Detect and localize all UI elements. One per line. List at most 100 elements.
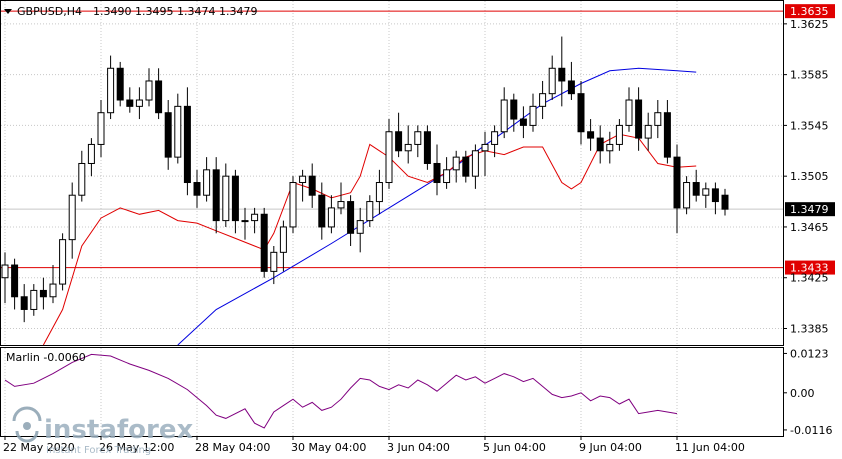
candle — [78, 150, 86, 202]
candle — [635, 87, 643, 151]
watermark-logo: instaforex Instant Forex Trading — [12, 406, 194, 456]
candle — [289, 176, 297, 234]
candle — [433, 144, 441, 196]
x-tick-label: 22 May 2020 — [3, 441, 75, 454]
y-tick-label: 1.3425 — [790, 272, 829, 285]
current-price-label: 1.3479 — [790, 203, 829, 216]
ohlc-readout: 1.3490 1.3495 1.3474 1.3479 — [93, 5, 257, 18]
candle — [59, 233, 67, 291]
candle-body — [87, 143, 95, 164]
candle — [318, 182, 326, 240]
candle-body — [721, 194, 729, 210]
candle — [308, 163, 316, 208]
osc-tick-label: 0.0123 — [790, 347, 829, 360]
candle-body — [673, 156, 681, 209]
candle — [279, 220, 287, 272]
candle-body — [222, 175, 230, 222]
y-tick-label: 1.3505 — [790, 170, 829, 183]
candle — [404, 125, 412, 164]
y-tick-label: 1.3465 — [790, 221, 829, 234]
candle-body — [116, 67, 124, 101]
candle — [423, 125, 431, 170]
candle — [615, 119, 623, 151]
candle — [126, 87, 134, 113]
candle — [673, 144, 681, 234]
candle-body — [318, 194, 326, 228]
candle-body — [289, 182, 297, 228]
candle-body — [539, 93, 547, 107]
candle-body — [356, 220, 364, 234]
candle — [491, 125, 499, 158]
candle — [471, 144, 479, 189]
candle — [39, 277, 47, 310]
candle-body — [615, 124, 623, 145]
candle — [577, 80, 585, 145]
candle — [596, 125, 604, 164]
candle — [327, 195, 335, 234]
candle-body — [558, 67, 566, 82]
candle — [711, 182, 719, 215]
candle-body — [500, 99, 508, 133]
candle-body — [279, 226, 287, 253]
candle-body — [299, 175, 307, 184]
candle-body — [308, 175, 316, 196]
candle-body — [596, 137, 604, 152]
logo-mark-icon — [12, 406, 42, 443]
candle-body — [577, 93, 585, 133]
candle-body — [683, 182, 691, 209]
y-tick-label: 1.3585 — [790, 69, 829, 82]
candle — [519, 106, 527, 139]
candle-body — [183, 105, 191, 184]
candle-body — [193, 182, 201, 196]
price-axis: 1.3625 1.3585 1.3545 1.3505 1.3465 1.3425 1.33… — [783, 18, 829, 335]
candle — [87, 138, 95, 177]
candle — [222, 163, 230, 227]
candle-body — [164, 112, 172, 158]
x-tick-label: 3 Jun 04:00 — [387, 441, 450, 454]
candle — [212, 157, 220, 234]
candle-body — [519, 118, 527, 126]
candle-body — [587, 131, 595, 139]
candle-body — [471, 150, 479, 177]
candle-body — [644, 124, 652, 139]
candle — [97, 100, 105, 158]
candle — [135, 87, 143, 120]
candle-body — [395, 131, 403, 152]
candle-body — [462, 156, 470, 177]
candle — [414, 125, 422, 158]
marlin-line — [4, 353, 678, 429]
candle-body — [231, 175, 239, 222]
candle-body — [20, 296, 28, 310]
chart-header: GBPUSD,H4 1.3490 1.3495 1.3474 1.3479 — [4, 5, 257, 18]
candle — [443, 157, 451, 189]
candle — [174, 93, 182, 164]
price-level-label: 1.3635 — [790, 5, 829, 18]
candle-body — [174, 105, 182, 158]
candle — [68, 182, 76, 259]
candle — [49, 265, 57, 304]
candle-body — [635, 99, 643, 139]
candle — [356, 207, 364, 253]
candle-body — [30, 289, 38, 310]
candle — [107, 55, 115, 120]
candle-body — [625, 99, 633, 126]
candle — [510, 93, 518, 132]
candle — [539, 80, 547, 120]
candle-body — [1, 264, 9, 279]
candle — [241, 207, 249, 240]
candle — [270, 245, 278, 285]
price-level-badge — [785, 4, 835, 19]
candle-body — [663, 112, 671, 158]
candle — [567, 61, 575, 101]
candle-body — [491, 131, 499, 145]
candle-body — [270, 251, 278, 272]
candle-body — [241, 220, 249, 223]
candle-body — [414, 131, 422, 145]
candle — [231, 169, 239, 234]
candle — [702, 182, 710, 208]
x-tick-label: 26 May 12:00 — [99, 441, 174, 454]
time-axis: 22 May 2020 26 May 12:00 28 May 04:00 30 Ma… — [3, 436, 745, 454]
watermark-brand: instaforex — [44, 415, 194, 445]
chevron-down-icon[interactable] — [4, 9, 12, 14]
candle-body — [126, 99, 134, 107]
